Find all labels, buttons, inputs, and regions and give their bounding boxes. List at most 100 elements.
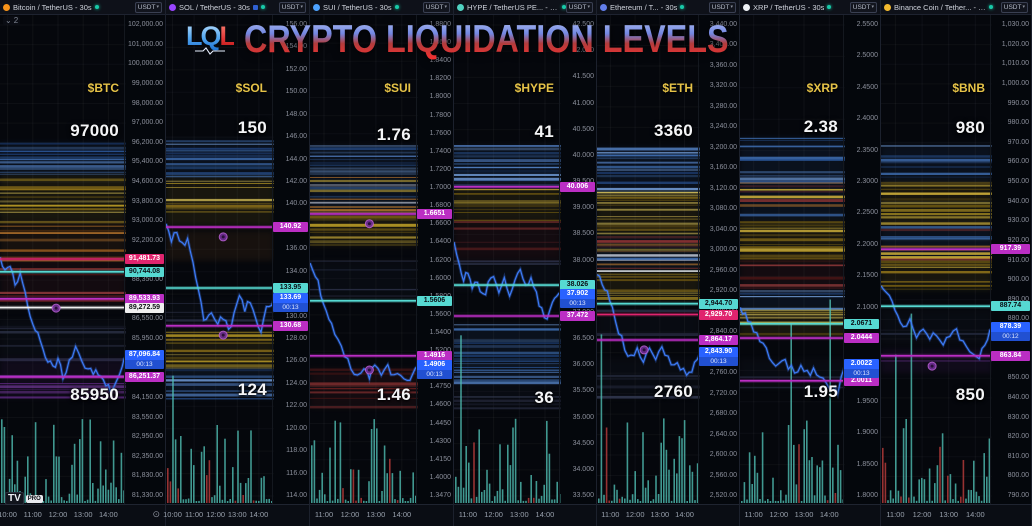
current-price-value: 37.902 bbox=[566, 289, 589, 297]
time-axis[interactable]: 10:00 11:00 12:00 13:00 14:00 ⊙ bbox=[0, 504, 165, 526]
target-price-upper: 980 bbox=[955, 117, 985, 137]
currency-dropdown[interactable]: USDT ▾ bbox=[849, 1, 877, 13]
chevron-down-icon: ▾ bbox=[300, 4, 303, 10]
chart-plot[interactable]: $BTC 97000 85950 102,000.00 101,000.00 100,00… bbox=[0, 15, 165, 504]
panel-header: Binance Coin / Tether... - 30s USDT ▾ bbox=[881, 0, 1031, 15]
price-tick: 1.4600 bbox=[429, 401, 451, 409]
price-tick: 98,000.00 bbox=[131, 99, 163, 107]
chart-plot[interactable]: $HYPE 41 36 42.500 42.000 41.500 41.000 40.500 4… bbox=[454, 15, 596, 504]
price-tick: 148.00 bbox=[285, 110, 307, 118]
price-tick: 101,000.00 bbox=[127, 40, 163, 48]
current-price-label: 878.39 00:12 bbox=[991, 321, 1030, 341]
symbol-button[interactable]: XRP / TetherUS - 30s bbox=[743, 3, 832, 12]
symbol-button[interactable]: HYPE / TetherUS PE... - 30s bbox=[457, 3, 566, 12]
price-tick: 2.5000 bbox=[856, 52, 878, 60]
panel-bnb: Binance Coin / Tether... - 30s USDT ▾ $BNB 9… bbox=[881, 0, 1032, 526]
level-price-label: 91,481.73 bbox=[125, 254, 164, 265]
chevron-down-icon: ▾ bbox=[156, 4, 159, 10]
price-axis[interactable]: 42.500 42.000 41.500 41.000 40.500 40.000 39.5… bbox=[559, 15, 596, 504]
chevron-down-icon: ▾ bbox=[871, 4, 874, 10]
time-axis[interactable]: 11:00 12:00 13:00 14:00 bbox=[597, 504, 739, 526]
symbol-button[interactable]: Ethereum / T... - 30s bbox=[600, 3, 685, 12]
price-tick: 2,920.00 bbox=[709, 287, 737, 295]
price-tick: 2.2500 bbox=[856, 209, 878, 217]
price-tick: 34.000 bbox=[572, 465, 594, 473]
target-price-lower: 1.46 bbox=[376, 385, 411, 405]
target-price-upper: 41 bbox=[534, 121, 554, 141]
time-tick: 14:00 bbox=[249, 510, 269, 519]
panel-sol: SOL / TetherUS - 30s USDT ▾ $SOL 150 124 156.0… bbox=[163, 0, 310, 526]
symbol-button[interactable]: Binance Coin / Tether... - 30s bbox=[884, 3, 993, 12]
time-axis[interactable]: 11:00 12:00 13:00 14:00 bbox=[454, 504, 596, 526]
currency-dropdown[interactable]: USDT ▾ bbox=[565, 1, 593, 13]
panel-btc: Bitcoin / TetherUS - 30s USDT ▾ $BTC 97000 85… bbox=[0, 0, 166, 526]
price-tick: 1,030.00 bbox=[1001, 21, 1029, 28]
liquidation-marker-icon bbox=[218, 330, 228, 340]
time-tick: 13:00 bbox=[227, 510, 247, 519]
symbol-button[interactable]: Bitcoin / TetherUS - 30s bbox=[3, 3, 99, 12]
time-axis[interactable]: 10:00 11:00 12:00 13:00 14:00 bbox=[163, 504, 309, 526]
symbol-button[interactable]: SUI / TetherUS - 30s bbox=[313, 3, 399, 12]
price-tick: 2,640.00 bbox=[709, 430, 737, 438]
currency-dropdown[interactable]: USDT ▾ bbox=[422, 1, 450, 13]
price-tick: 82,350.00 bbox=[131, 452, 163, 460]
price-tick: 990.00 bbox=[1007, 99, 1029, 107]
currency-dropdown[interactable]: USDT ▾ bbox=[134, 1, 162, 13]
currency-label: USDT bbox=[137, 3, 156, 11]
price-tick: 140.00 bbox=[285, 200, 307, 208]
level-price-label: 1.5606 bbox=[417, 295, 452, 306]
chart-plot[interactable]: $ETH 3360 2760 3,440.00 3,400.00 3,360.00 3,32… bbox=[597, 15, 739, 504]
price-tick: 2,680.00 bbox=[709, 410, 737, 418]
price-tick: 3,440.00 bbox=[709, 21, 737, 28]
price-tick: 40.000 bbox=[572, 151, 594, 159]
level-price-label: 1.6651 bbox=[417, 208, 452, 219]
time-tick: 11:00 bbox=[23, 510, 42, 519]
price-tick: 156.00 bbox=[285, 21, 307, 28]
collapse-indicator[interactable]: ⌄ 2 bbox=[3, 16, 21, 25]
tradingview-logo[interactable]: TV PRO bbox=[5, 492, 43, 505]
price-tick: 2,760.00 bbox=[709, 369, 737, 377]
price-tick: 850.00 bbox=[1007, 374, 1029, 382]
price-axis[interactable]: 1.8800 1.8600 1.8400 1.8200 1.8000 1.7800 1.76… bbox=[416, 15, 453, 504]
bar-countdown: 00:13 bbox=[844, 369, 879, 379]
price-axis[interactable]: 102,000.00 101,000.00 100,000.00 99,000.00 9… bbox=[124, 15, 165, 504]
price-tick: 142.00 bbox=[285, 178, 307, 185]
panel-xrp: XRP / TetherUS - 30s USDT ▾ $XRP 2.38 1.95 2.5… bbox=[740, 0, 881, 526]
chart-plot[interactable]: $SOL 150 124 156.00 154.00 152.00 150.00 148.00… bbox=[166, 15, 309, 504]
status-dot-icon bbox=[561, 5, 566, 9]
time-axis[interactable]: 11:00 12:00 13:00 14:00 bbox=[740, 504, 880, 526]
price-tick: 41.000 bbox=[572, 99, 594, 107]
currency-dropdown[interactable]: USDT ▾ bbox=[708, 1, 736, 13]
price-axis[interactable]: 156.00 154.00 152.00 150.00 148.00 146.00 144.… bbox=[272, 15, 309, 504]
time-tick: 13:00 bbox=[73, 510, 93, 519]
level-price-label: 130.68 bbox=[273, 320, 308, 331]
symbol-name: Binance Coin / Tether... - 30s bbox=[894, 2, 986, 12]
chart-plot[interactable]: $BNB 980 850 1,030.00 1,020.00 1,010.00 1,000.… bbox=[881, 15, 1031, 504]
price-tick: 86,550.00 bbox=[131, 315, 163, 323]
price-tick: 1.7400 bbox=[429, 147, 451, 155]
price-tick: 102,000.00 bbox=[127, 21, 163, 28]
time-tick: 12:00 bbox=[484, 510, 503, 519]
currency-dropdown[interactable]: USDT ▾ bbox=[1000, 1, 1028, 13]
price-tick: 95,400.00 bbox=[131, 158, 163, 166]
time-tick: 12:00 bbox=[769, 510, 789, 519]
chart-plot[interactable]: $SUI 1.76 1.46 1.8800 1.8600 1.8400 1.8200 1.80… bbox=[310, 15, 453, 504]
tradingview-glyph: TV bbox=[5, 492, 24, 505]
price-axis[interactable]: 2.5500 2.5000 2.4500 2.4000 2.3500 2.3000 2.25… bbox=[843, 15, 880, 504]
chart-plot[interactable]: $XRP 2.38 1.95 2.5500 2.5000 2.4500 2.4000 2.35… bbox=[740, 15, 880, 504]
time-tick: 11:00 bbox=[886, 510, 905, 519]
time-axis[interactable]: 11:00 12:00 13:00 14:00 bbox=[881, 504, 1031, 526]
clock-icon[interactable]: ⊙ bbox=[152, 509, 160, 519]
level-price-label: 2,864.17 bbox=[699, 335, 738, 346]
current-price-label: 133.69 00:13 bbox=[273, 292, 308, 312]
price-tick: 1.4150 bbox=[429, 455, 451, 463]
chevron-down-icon: ⌄ bbox=[5, 16, 12, 25]
time-axis[interactable]: 11:00 12:00 13:00 14:00 bbox=[310, 504, 453, 526]
current-price-value: 2.0022 bbox=[850, 360, 873, 368]
price-axis[interactable]: 3,440.00 3,400.00 3,360.00 3,320.00 3,280.00… bbox=[698, 15, 739, 504]
symbol-button[interactable]: SOL / TetherUS - 30s bbox=[169, 3, 265, 12]
currency-label: USDT bbox=[711, 3, 730, 11]
currency-dropdown[interactable]: USDT ▾ bbox=[278, 1, 306, 13]
level-price-label: 38.026 bbox=[560, 280, 595, 291]
price-axis[interactable]: 1,030.00 1,020.00 1,010.00 1,000.00 990.00 98… bbox=[990, 15, 1031, 504]
